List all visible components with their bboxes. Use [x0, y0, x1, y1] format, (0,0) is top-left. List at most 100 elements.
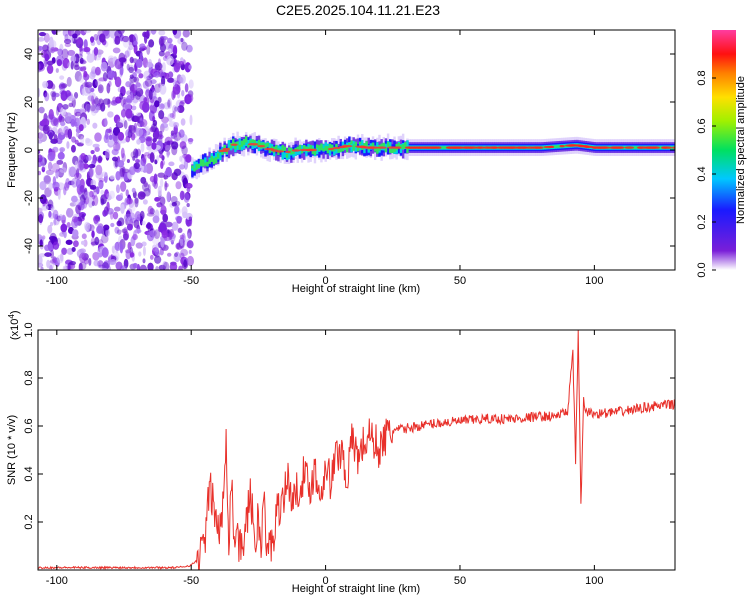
- noise-blob: [115, 122, 124, 129]
- noise-blob: [96, 225, 104, 234]
- signal-band-cell: [227, 140, 231, 149]
- noise-blob: [135, 127, 144, 137]
- noise-blob: [94, 236, 100, 246]
- noise-blob: [180, 154, 185, 165]
- signal-band-cell: [283, 146, 287, 151]
- signal-band-cell: [296, 149, 299, 155]
- noise-blob: [125, 189, 129, 197]
- signal-band-cell: [221, 149, 224, 156]
- noise-blob: [71, 177, 78, 188]
- signal-band-cell: [386, 142, 390, 148]
- noise-blob: [94, 66, 101, 76]
- noise-blob: [91, 99, 96, 106]
- noise-blob: [179, 155, 183, 162]
- noise-blob: [89, 71, 96, 80]
- signal-band-cell: [277, 145, 280, 151]
- signal-band-cell: [393, 140, 396, 148]
- noise-blob: [158, 110, 165, 120]
- noise-blob: [74, 111, 82, 117]
- signal-band-cell: [208, 159, 211, 164]
- noise-blob: [41, 118, 50, 127]
- noise-blob: [68, 102, 74, 108]
- signal-band-cell: [406, 147, 409, 153]
- noise-blob: [126, 197, 133, 205]
- noise-blob: [109, 175, 115, 180]
- noise-blob: [140, 157, 147, 167]
- noise-blob: [48, 109, 54, 120]
- noise-blob: [93, 55, 101, 61]
- noise-blob: [164, 72, 170, 80]
- noise-blob: [48, 45, 55, 54]
- noise-blob: [59, 83, 65, 89]
- noise-blob: [78, 75, 85, 83]
- noise-blob: [129, 74, 134, 79]
- noise-blob: [151, 142, 157, 150]
- noise-blob: [161, 230, 168, 239]
- noise-blob: [170, 196, 178, 204]
- noise-blob: [158, 153, 164, 159]
- noise-blob: [78, 261, 87, 270]
- noise-blob: [66, 76, 72, 87]
- signal-band-cell: [249, 140, 252, 146]
- noise-blob: [173, 122, 180, 128]
- noise-blob: [167, 99, 171, 108]
- noise-blob: [84, 221, 91, 231]
- noise-blob: [67, 95, 76, 101]
- signal-band-cell: [197, 164, 201, 169]
- noise-blob: [124, 50, 130, 58]
- noise-blob: [52, 241, 60, 250]
- noise-blob: [185, 93, 194, 103]
- noise-blob: [66, 221, 71, 228]
- noise-blob: [39, 180, 47, 191]
- spectrogram-xtick-label: -50: [183, 275, 199, 287]
- noise-blob: [123, 120, 128, 129]
- noise-blob: [111, 245, 115, 254]
- noise-blob: [86, 101, 91, 113]
- noise-blob: [160, 160, 164, 170]
- noise-blob: [172, 46, 178, 56]
- noise-blob: [53, 134, 58, 144]
- noise-blob: [106, 83, 111, 94]
- noise-blob: [188, 64, 192, 70]
- noise-blob: [177, 105, 185, 114]
- signal-hotspot: [469, 146, 478, 149]
- noise-blob: [159, 84, 167, 95]
- signal-hotspot: [584, 145, 594, 149]
- noise-blob: [38, 45, 43, 51]
- signal-band-cell: [210, 156, 213, 162]
- signal-band-cell: [236, 141, 239, 146]
- noise-blob: [134, 197, 139, 204]
- noise-blob: [105, 228, 110, 237]
- spectrogram-ytick-label: -40: [23, 238, 35, 254]
- noise-blob: [121, 265, 127, 270]
- signal-hotspot: [618, 146, 625, 149]
- noise-blob: [133, 219, 140, 229]
- signal-band-cell: [298, 144, 302, 151]
- noise-blob: [91, 230, 95, 238]
- noise-blob: [38, 63, 41, 70]
- snr-scale-exponent: 4: [7, 314, 16, 319]
- noise-blob: [59, 216, 67, 221]
- noise-blob: [70, 118, 76, 128]
- noise-blob: [129, 212, 135, 221]
- signal-hotspot: [275, 150, 284, 153]
- spectrogram-ylabel: Frequency (Hz): [6, 112, 18, 188]
- snr-series-line: [38, 330, 675, 570]
- noise-blob: [89, 106, 96, 113]
- noise-blob: [92, 195, 99, 206]
- noise-blob: [112, 126, 121, 136]
- signal-band-cell: [214, 152, 218, 161]
- noise-blob: [109, 259, 117, 265]
- noise-blob: [128, 44, 134, 51]
- noise-blob: [163, 143, 169, 149]
- noise-blob: [117, 159, 125, 168]
- noise-blob: [116, 229, 122, 235]
- noise-blob: [146, 145, 153, 151]
- signal-band-cell: [365, 141, 368, 148]
- signal-band-cell: [371, 142, 375, 149]
- noise-blob: [71, 144, 76, 153]
- signal-band-cell: [275, 147, 278, 161]
- noise-blob: [74, 160, 79, 170]
- noise-blob: [161, 75, 166, 87]
- noise-blob: [62, 265, 67, 270]
